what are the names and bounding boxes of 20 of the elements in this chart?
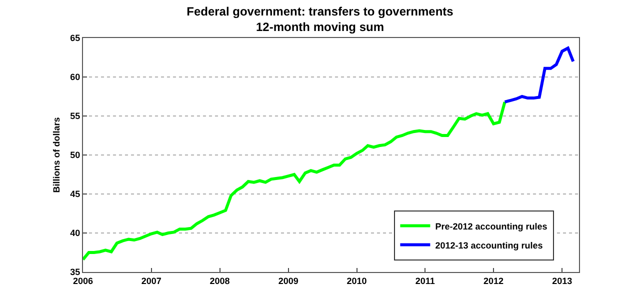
- x-tick-label: 2012: [484, 276, 504, 286]
- y-tick-label: 65: [70, 33, 80, 44]
- y-axis-title: Billions of dollars: [52, 117, 62, 193]
- y-tick-label: 50: [70, 150, 80, 160]
- chart-title: Federal government: transfers to governments 12-month moving sum: [186, 4, 454, 34]
- legend-label: Pre-2012 accounting rules: [435, 221, 548, 232]
- x-tick-label: 2006: [72, 276, 94, 286]
- x-tick-label: 2013: [552, 276, 572, 286]
- y-tick-label: 45: [70, 189, 80, 200]
- y-tick-label: 55: [70, 111, 80, 122]
- y-tick-label: 35: [70, 267, 80, 278]
- line-series: [503, 46, 575, 104]
- x-tick-label: 2009: [278, 276, 298, 286]
- y-tick-label: 40: [70, 228, 80, 238]
- legend-label: 2012-13 accounting rules: [435, 240, 543, 250]
- y-tick-label: 60: [70, 72, 80, 82]
- x-tick-label: 2007: [141, 276, 162, 286]
- x-tick-label: 2008: [210, 276, 230, 286]
- x-tick-label: 2010: [346, 276, 367, 286]
- x-tick-label: 2011: [415, 276, 435, 286]
